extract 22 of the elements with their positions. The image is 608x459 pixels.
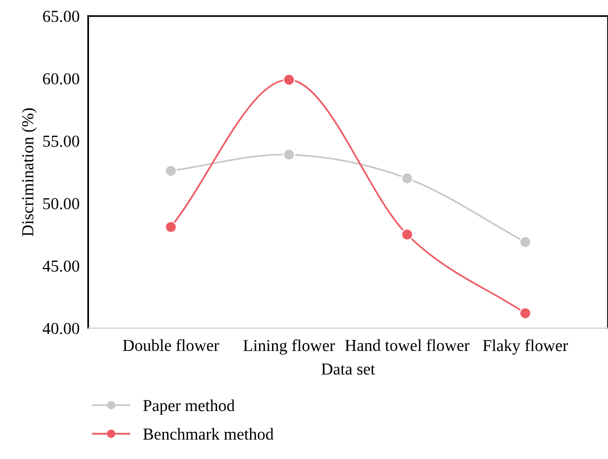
x-tick-label: Flaky flower	[482, 339, 568, 355]
y-tick-label: 40.00	[42, 322, 80, 334]
y-tick-label: 55.00	[43, 136, 80, 147]
point	[164, 164, 177, 177]
point	[282, 148, 296, 161]
y-tick-label: 45.00	[42, 260, 80, 272]
x-tick-label: Hand towel flower	[345, 339, 470, 352]
legend-label: Benchmark method	[143, 428, 274, 440]
point	[282, 74, 296, 86]
point	[401, 228, 414, 241]
y-tick-label: 65.00	[43, 10, 80, 22]
point	[519, 307, 532, 320]
point	[401, 172, 414, 184]
point	[164, 220, 177, 234]
y-axis-title: Discrimination (%)	[22, 108, 37, 236]
y-tick-label: 60.00	[43, 73, 80, 85]
x-tick-label: Double flower	[122, 339, 220, 352]
x-axis-title: Data set	[321, 364, 376, 375]
y-tick-label: 50.00	[43, 198, 80, 210]
point	[519, 236, 532, 248]
legend-label: Paper method	[143, 399, 235, 415]
x-tick-label: Lining flower	[243, 339, 335, 355]
